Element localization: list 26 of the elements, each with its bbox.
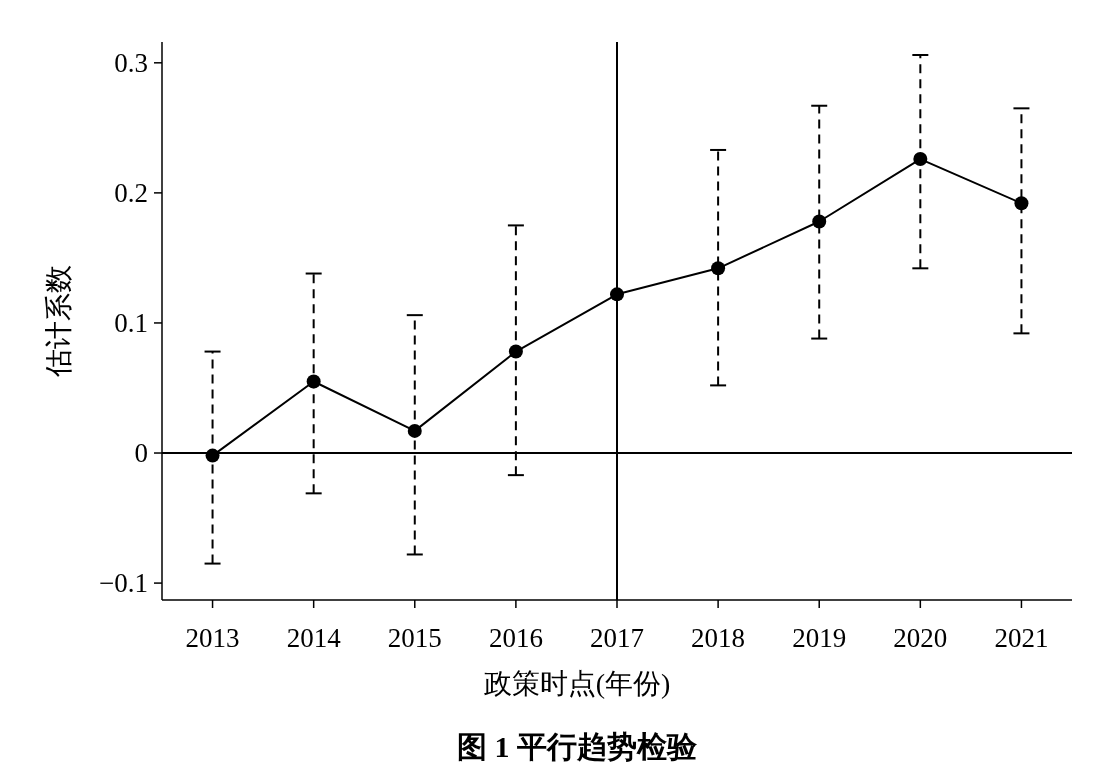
y-axis-title: 估计系数 [43, 265, 74, 378]
point [610, 287, 624, 302]
point [205, 448, 220, 463]
x-tick-label: 2013 [185, 623, 240, 653]
x-tick-label: 2021 [994, 623, 1049, 653]
point [407, 423, 422, 438]
point [1014, 196, 1029, 211]
x-tick-label: 2015 [387, 623, 442, 653]
y-tick-label: 0.3 [114, 47, 148, 78]
x-tick-label: 2018 [691, 623, 746, 653]
y-tick-label: −0.1 [99, 568, 148, 599]
y-tick-label: 0 [134, 438, 148, 469]
y-tick-label: 0.1 [114, 307, 148, 338]
x-tick-label: 2019 [792, 623, 847, 653]
x-tick-label: 2016 [488, 623, 543, 653]
point [913, 152, 928, 167]
x-axis-title: 政策时点(年份) [483, 668, 671, 699]
point [812, 214, 827, 229]
y-tick-label: 0.2 [114, 177, 148, 208]
x-tick-label: 2014 [286, 623, 342, 653]
text: 图 1 平行趋势检验 [457, 730, 698, 763]
point [508, 344, 523, 359]
x-tick-label: 2020 [893, 623, 948, 653]
point [306, 374, 321, 389]
x-tick-label: 2017 [590, 623, 644, 653]
point [711, 261, 726, 276]
